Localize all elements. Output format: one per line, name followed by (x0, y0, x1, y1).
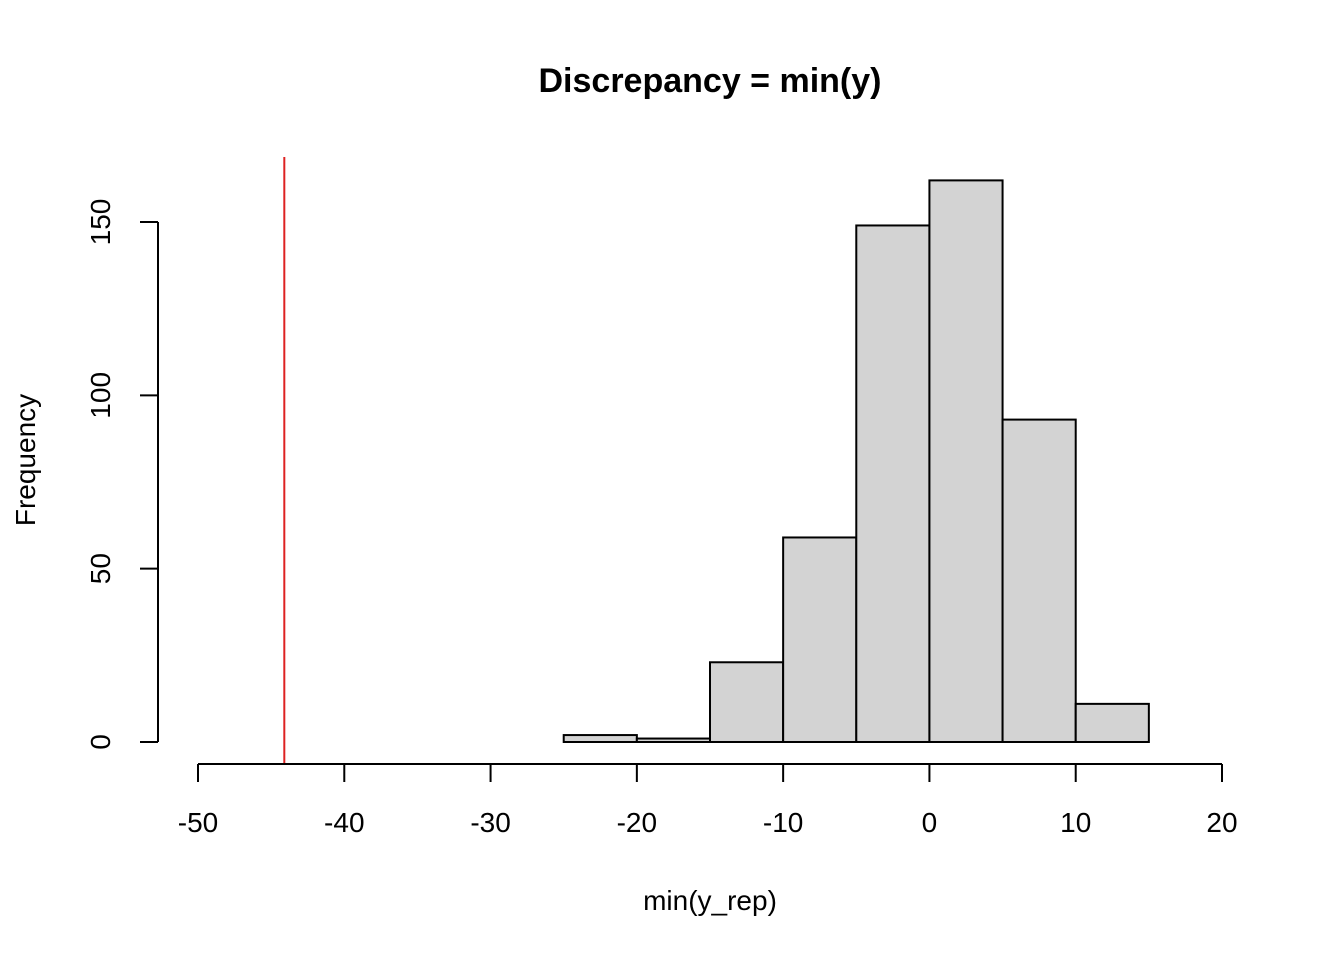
x-tick-label: -50 (178, 807, 218, 838)
x-tick-label: -20 (617, 807, 657, 838)
histogram-bar-6 (1001, 418, 1077, 743)
histogram-bar-1 (635, 737, 711, 744)
histogram-bar-4 (855, 224, 931, 744)
histogram-bar-5 (928, 179, 1004, 743)
x-axis-label: min(y_rep) (643, 885, 777, 916)
y-tick-label: 0 (85, 734, 116, 750)
x-axis: -50 -40 -30 -20 -10 0 10 20 (178, 763, 1238, 838)
y-tick-label: 100 (85, 372, 116, 419)
x-tick-label: 20 (1206, 807, 1237, 838)
x-tick-label: -40 (324, 807, 364, 838)
x-tick-label: -10 (763, 807, 803, 838)
x-tick-label: 10 (1060, 807, 1091, 838)
histogram-bar-3 (782, 536, 858, 744)
histogram-bar-0 (562, 734, 638, 743)
y-tick-label: 150 (85, 199, 116, 246)
histogram-bar-2 (709, 661, 785, 744)
y-axis-label: Frequency (10, 394, 41, 526)
histogram-bar-7 (1074, 702, 1150, 743)
y-axis: 0 50 100 150 (85, 199, 159, 750)
y-tick-label: 50 (85, 553, 116, 584)
x-tick-label: -30 (470, 807, 510, 838)
x-tick-label: 0 (922, 807, 938, 838)
chart-title: Discrepancy = min(y) (539, 62, 882, 100)
bars (562, 179, 1150, 744)
